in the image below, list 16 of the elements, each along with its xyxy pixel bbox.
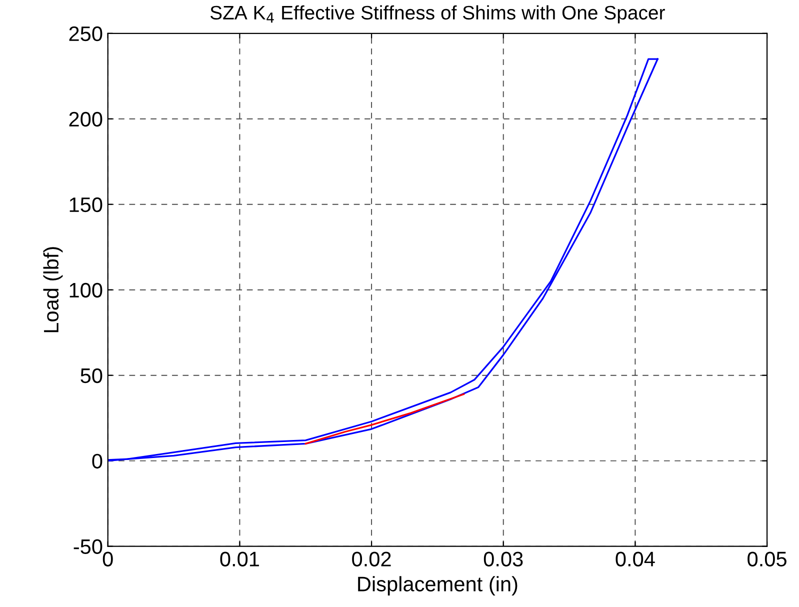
y-tick-label: 200 — [69, 112, 102, 127]
chart-title: SZA K$_{4}$ Effective Stiffness of Shims with One Spacer — [210, 5, 665, 24]
y-tick-label: 50 — [80, 368, 102, 384]
y-tick-label: 250 — [69, 26, 102, 42]
y-axis-title: Load (lbf) — [43, 247, 63, 332]
x-tick-label: 0.03 — [484, 552, 523, 566]
x-axis-title: Displacement (in) — [358, 576, 518, 596]
x-tick-label: 0.05 — [748, 552, 786, 566]
y-tick-label: 100 — [70, 282, 102, 298]
x-tick-label: 0.02 — [352, 552, 391, 566]
x-tick-label: 0 — [102, 552, 113, 566]
y-tick-label: -50 — [74, 539, 102, 554]
y-tick-label: 150 — [70, 197, 102, 212]
y-tick-label: 0 — [92, 454, 102, 469]
x-tick-label: 0.01 — [220, 552, 259, 566]
x-tick-label: 0.04 — [616, 552, 655, 566]
